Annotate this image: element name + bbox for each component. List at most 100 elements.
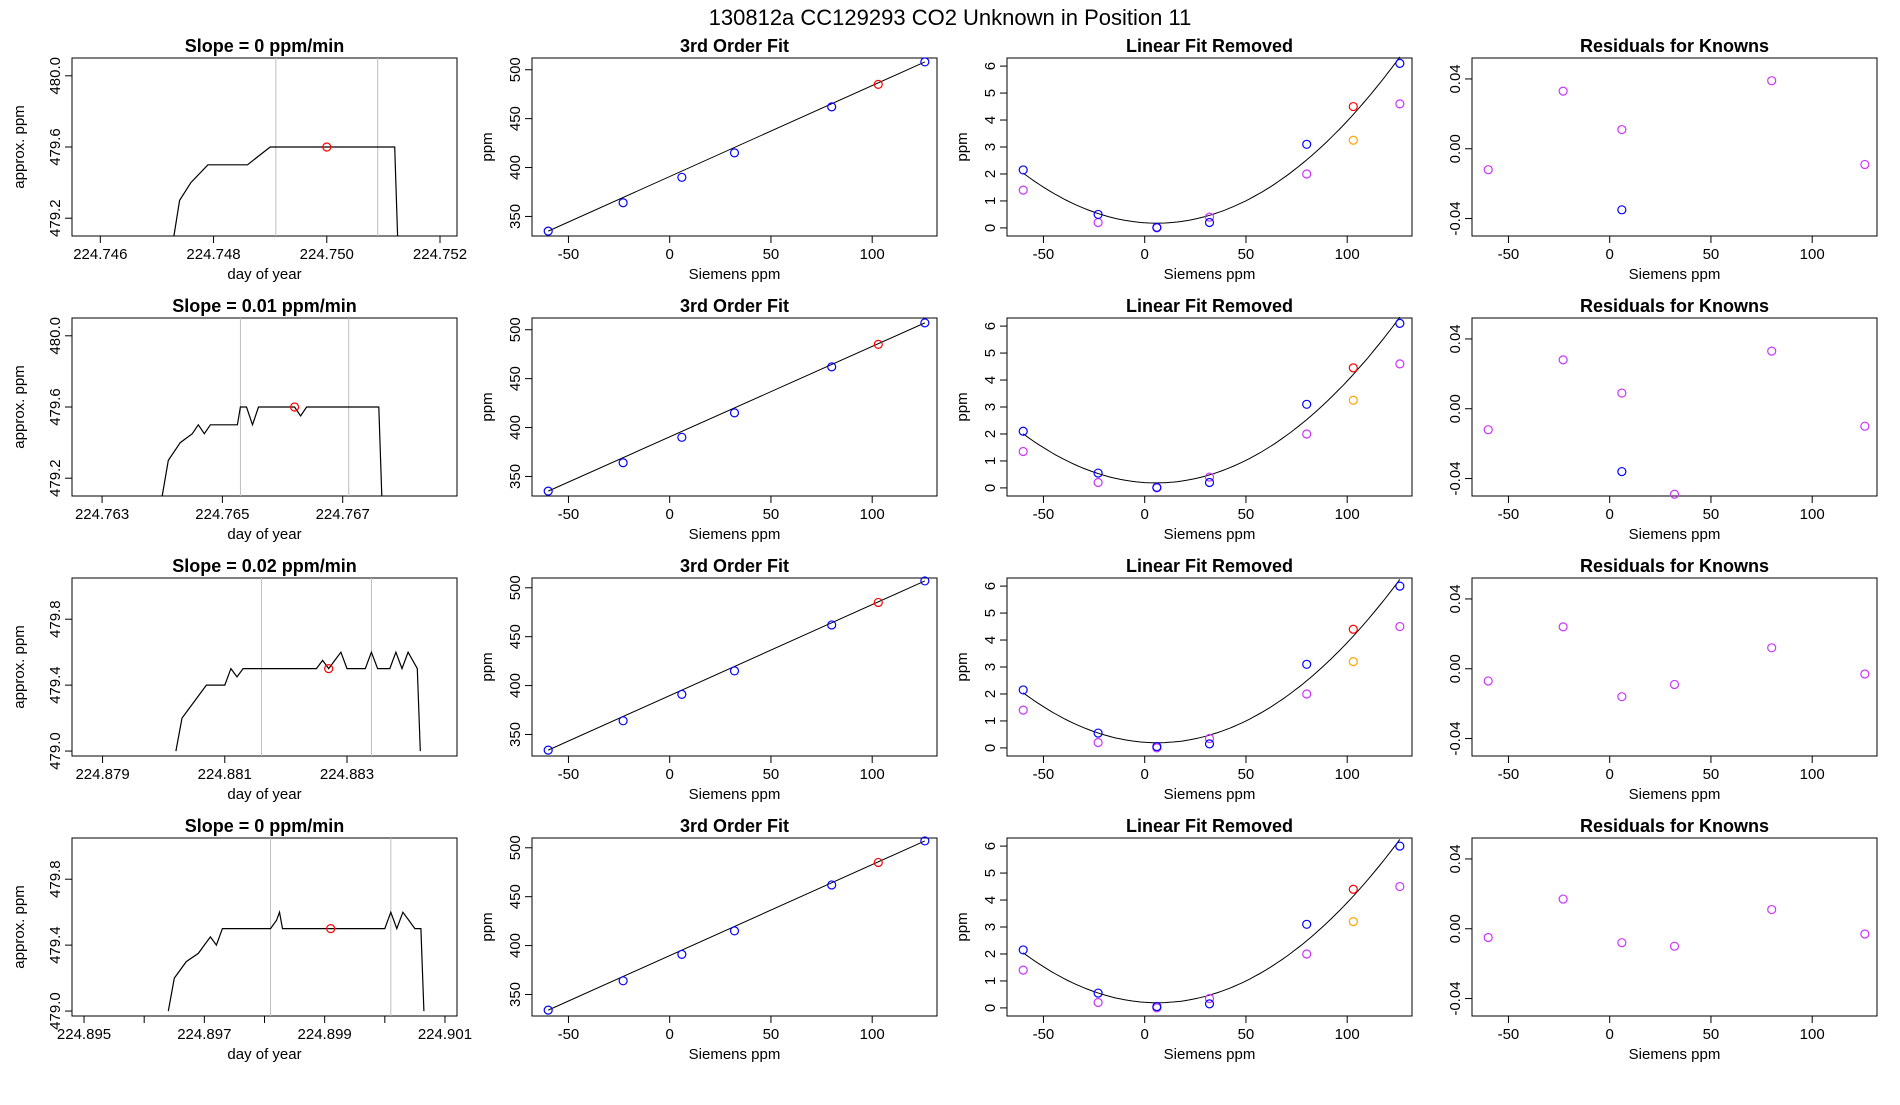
known-point bbox=[1204, 999, 1215, 1009]
raw-point bbox=[1204, 472, 1215, 482]
y-axis-label: ppm bbox=[954, 392, 971, 421]
known-point bbox=[543, 486, 553, 496]
panel-linres-r4: Linear Fit Removed -50 0 50 100 0 1 2 3 4 5 6 Siemen… bbox=[954, 816, 1413, 1063]
x-axis-label: Siemens ppm bbox=[1629, 266, 1721, 283]
x-tick-label: 224.883 bbox=[320, 766, 374, 783]
residual-point bbox=[1860, 421, 1870, 431]
y-tick-label: 3 bbox=[982, 143, 999, 151]
x-tick-label: 224.748 bbox=[186, 246, 240, 263]
x-tick-label: 0 bbox=[666, 1026, 674, 1043]
panel-title: 3rd Order Fit bbox=[680, 36, 789, 56]
known-point bbox=[1018, 165, 1028, 175]
y-tick-label: 3 bbox=[982, 403, 999, 411]
known-point bbox=[729, 408, 740, 418]
x-axis-label: Siemens ppm bbox=[1164, 526, 1256, 543]
panel-fit-r4: 3rd Order Fit -50 0 50 100 350 400 450 500 Siemen… bbox=[479, 816, 938, 1063]
y-tick-label: 500 bbox=[507, 57, 524, 82]
x-tick-label: 50 bbox=[763, 506, 780, 523]
known-point bbox=[729, 148, 740, 158]
y-axis-label: approx. ppm bbox=[11, 885, 28, 968]
known-point bbox=[827, 620, 837, 630]
y-tick-label: 500 bbox=[507, 575, 524, 600]
x-tick-label: -50 bbox=[558, 766, 580, 783]
known-point bbox=[729, 666, 740, 676]
residual-point bbox=[1617, 692, 1627, 702]
x-tick-label: 100 bbox=[1335, 766, 1360, 783]
panel-title: Linear Fit Removed bbox=[1126, 556, 1293, 576]
plot-frame bbox=[1006, 837, 1413, 1017]
y-tick-label: 3 bbox=[982, 923, 999, 931]
known-point bbox=[618, 716, 628, 726]
raw-point bbox=[1204, 733, 1215, 744]
plot-frame bbox=[1006, 577, 1413, 757]
y-tick-label: 6 bbox=[982, 322, 999, 330]
residual-point bbox=[1558, 355, 1568, 365]
x-tick-label: 50 bbox=[1238, 506, 1255, 523]
y-tick-label: 6 bbox=[982, 842, 999, 850]
known-point bbox=[543, 745, 553, 755]
plot-frame bbox=[1006, 57, 1413, 237]
y-tick-label: 400 bbox=[507, 673, 524, 698]
panel-title: Linear Fit Removed bbox=[1126, 816, 1293, 836]
x-tick-label: 100 bbox=[1800, 1026, 1825, 1043]
x-tick-label: 100 bbox=[1335, 506, 1360, 523]
known-point bbox=[920, 318, 930, 328]
mean-marker bbox=[322, 142, 332, 152]
known-point bbox=[1093, 209, 1103, 220]
unknown-raw-point bbox=[1348, 917, 1358, 927]
y-tick-label: 0.00 bbox=[1447, 914, 1464, 943]
raw-point bbox=[1093, 997, 1103, 1008]
panel-linres-r1: Linear Fit Removed -50 0 50 100 0 1 2 3 4 5 6 Siemen… bbox=[954, 36, 1413, 283]
known-point bbox=[1302, 919, 1312, 929]
x-axis-label: Siemens ppm bbox=[689, 786, 781, 803]
residual-point bbox=[1860, 929, 1870, 939]
unknown-point bbox=[1348, 624, 1358, 634]
x-tick-label: 224.897 bbox=[177, 1026, 231, 1043]
x-tick-label: 100 bbox=[1800, 506, 1825, 523]
y-tick-label: 1 bbox=[982, 197, 999, 205]
ppm-trace bbox=[167, 909, 425, 1012]
y-tick-label: 450 bbox=[507, 884, 524, 909]
ppm-trace bbox=[173, 146, 399, 237]
y-tick-label: 0 bbox=[982, 1004, 999, 1012]
plot-frame bbox=[71, 57, 458, 237]
plot-frame bbox=[71, 577, 458, 757]
residual-point bbox=[1483, 425, 1493, 435]
known-point bbox=[1093, 988, 1103, 998]
x-tick-label: -50 bbox=[558, 1026, 580, 1043]
x-tick-label: 0 bbox=[1141, 246, 1149, 263]
raw-point bbox=[1204, 212, 1215, 222]
y-tick-label: -0.04 bbox=[1447, 721, 1464, 755]
unknown-point bbox=[1348, 363, 1358, 373]
y-tick-label: 5 bbox=[982, 869, 999, 877]
plot-frame bbox=[1471, 837, 1878, 1017]
y-tick-label: 479.8 bbox=[47, 860, 64, 898]
y-tick-label: -0.04 bbox=[1447, 201, 1464, 235]
known-point bbox=[827, 362, 837, 372]
residual-point-alt bbox=[1617, 466, 1627, 477]
panel-title: Residuals for Knowns bbox=[1580, 36, 1769, 56]
y-tick-label: 480.0 bbox=[47, 317, 64, 355]
residual-point bbox=[1483, 932, 1493, 943]
y-tick-label: 479.6 bbox=[47, 388, 64, 426]
x-axis-label: Siemens ppm bbox=[689, 1046, 781, 1063]
known-point bbox=[618, 976, 628, 986]
x-tick-label: 100 bbox=[860, 246, 885, 263]
raw-point bbox=[1093, 737, 1103, 748]
panel-linres-r2: Linear Fit Removed -50 0 50 100 0 1 2 3 4 5 6 Siemen… bbox=[954, 296, 1413, 543]
x-tick-label: 0 bbox=[1606, 506, 1614, 523]
y-axis-label: ppm bbox=[479, 652, 496, 681]
panel-title: Slope = 0 ppm/min bbox=[185, 36, 345, 56]
known-point bbox=[827, 102, 837, 112]
residual-point bbox=[1617, 388, 1627, 398]
panel-title: Slope = 0 ppm/min bbox=[185, 816, 345, 836]
y-tick-label: 0.00 bbox=[1447, 654, 1464, 683]
raw-point bbox=[1018, 965, 1028, 975]
panel-slope-r4: Slope = 0 ppm/min 224.895 224.897 224.899 22… bbox=[11, 816, 472, 1063]
quadratic-curve bbox=[1022, 579, 1401, 744]
y-tick-label: 0.04 bbox=[1447, 584, 1464, 613]
known-point bbox=[1204, 477, 1215, 488]
y-tick-label: 4 bbox=[982, 116, 999, 124]
x-tick-label: 100 bbox=[1800, 246, 1825, 263]
residual-point bbox=[1558, 86, 1568, 96]
